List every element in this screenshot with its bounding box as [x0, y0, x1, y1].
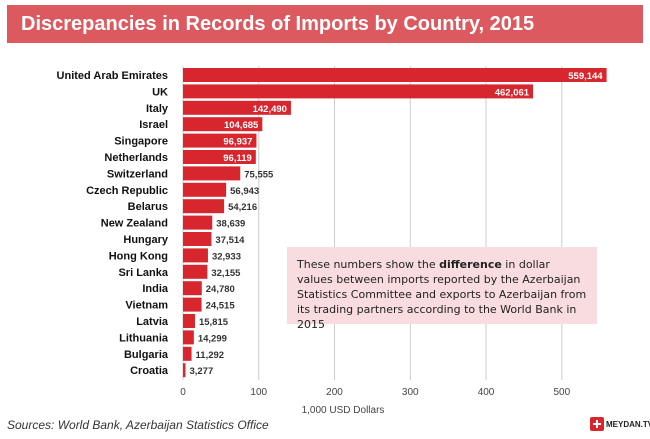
- bar: [183, 330, 194, 345]
- x-tick-label: 400: [478, 387, 495, 398]
- category-label: Switzerland: [107, 168, 168, 180]
- category-label: Vietnam: [125, 300, 168, 312]
- value-label: 104,685: [224, 120, 259, 131]
- category-label: United Arab Emirates: [57, 70, 168, 82]
- bar: [183, 100, 291, 115]
- value-label: 24,515: [206, 301, 236, 312]
- category-label: New Zealand: [101, 218, 168, 230]
- x-axis-label: 1,000 USD Dollars: [302, 405, 385, 416]
- bar: [183, 150, 256, 164]
- x-tick-label: 500: [553, 387, 570, 398]
- category-label: Belarus: [128, 201, 168, 213]
- bar: [183, 182, 227, 197]
- category-label: Israel: [139, 119, 168, 131]
- value-label: 3,277: [189, 366, 213, 377]
- x-tick-label: 200: [326, 387, 343, 398]
- source-note: Sources: World Bank, Azerbaijan Statisti…: [7, 418, 269, 432]
- category-label: Latvia: [136, 316, 169, 328]
- value-label: 11,292: [196, 350, 225, 361]
- category-label: Sri Lanka: [118, 267, 168, 279]
- bar: [183, 363, 186, 378]
- bar: [183, 314, 195, 328]
- chart-title: Discrepancies in Records of Imports by C…: [7, 5, 643, 43]
- annotation-text-start: These numbers show the: [297, 258, 440, 271]
- value-labels: 559,144 462,061 142,490 104,685 96,937 96,119…: [189, 71, 603, 377]
- logo-text: MEYDAN.TV: [606, 419, 650, 429]
- bar: [183, 133, 257, 148]
- annotation-text-end: in dollar values between imports reporte…: [297, 258, 587, 331]
- x-tick-label: 100: [250, 387, 267, 398]
- value-label: 15,815: [199, 317, 229, 328]
- bar: [183, 117, 263, 132]
- x-tick-labels: 0 100 200 300 400 500: [180, 387, 570, 398]
- category-label: Netherlands: [104, 152, 168, 164]
- value-label: 96,119: [223, 153, 252, 164]
- category-label: India: [142, 283, 169, 295]
- category-label: Czech Republic: [86, 185, 168, 197]
- category-label: Bulgaria: [124, 349, 169, 361]
- x-tick-label: 0: [180, 387, 186, 398]
- annotation-emphasis: difference: [439, 258, 502, 271]
- value-label: 14,299: [198, 333, 227, 344]
- value-label: 142,490: [253, 104, 287, 115]
- bar: [183, 199, 225, 214]
- bar: [183, 84, 534, 99]
- bar: [183, 297, 202, 312]
- bars: [183, 68, 607, 378]
- value-label: 462,061: [495, 87, 530, 98]
- value-label: 96,937: [223, 137, 252, 148]
- category-label: Hungary: [123, 234, 169, 246]
- category-label: Croatia: [130, 365, 169, 377]
- value-label: 56,943: [230, 186, 259, 197]
- bar: [183, 215, 213, 230]
- value-label: 559,144: [568, 71, 603, 82]
- bar: [183, 68, 607, 82]
- value-label: 38,639: [216, 219, 245, 230]
- category-label: UK: [152, 86, 168, 98]
- category-label: Hong Kong: [109, 250, 168, 262]
- value-label: 24,780: [206, 284, 235, 295]
- bar: [183, 264, 208, 279]
- category-labels: United Arab Emirates UK Italy Israel Singapo…: [57, 70, 169, 377]
- value-label: 37,514: [215, 235, 245, 246]
- bar: [183, 281, 202, 296]
- category-label: Singapore: [114, 136, 168, 148]
- logo-icon: [590, 417, 604, 431]
- value-label: 75,555: [244, 169, 274, 180]
- bar: [183, 346, 192, 361]
- bar: [183, 232, 212, 246]
- x-tick-label: 300: [402, 387, 419, 398]
- logo: MEYDAN.TV: [590, 417, 650, 431]
- value-label: 32,933: [212, 251, 241, 262]
- category-label: Italy: [146, 103, 169, 115]
- bar: [183, 166, 241, 181]
- value-label: 32,155: [211, 268, 241, 279]
- annotation-box: These numbers show the difference in dol…: [287, 247, 597, 331]
- value-label: 54,216: [228, 202, 257, 213]
- category-label: Lithuania: [119, 332, 169, 344]
- bar: [183, 248, 208, 263]
